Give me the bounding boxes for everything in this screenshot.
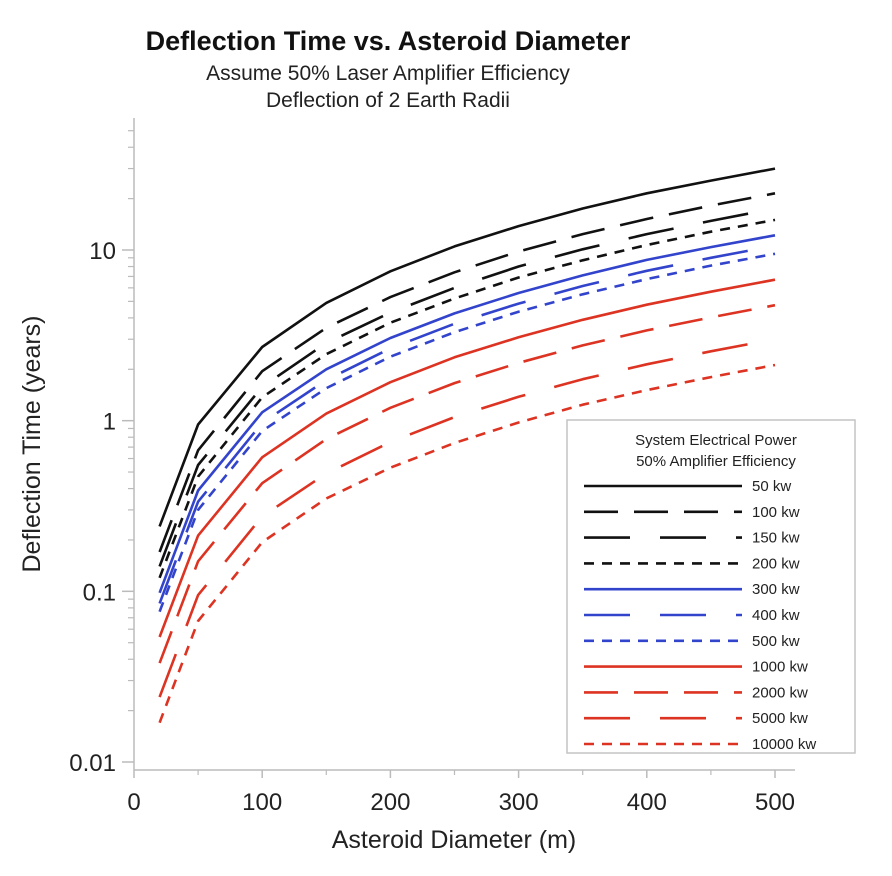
y-minor-ticks [128,130,134,712]
legend-label: 500 kw [752,633,800,650]
legend-label: 300 kw [752,581,800,598]
series-line-0 [158,167,776,527]
legend-title-line-2: 50% Amplifier Efficiency [636,453,796,470]
x-tick-label: 100 [242,789,282,816]
x-tick-label: 200 [370,789,410,816]
series-lines [158,167,776,724]
series-line-4 [158,234,776,594]
legend-label: 200 kw [752,555,800,572]
plot-area: 0.01 0.1 1 10 0 100 200 300 400 500 [69,118,795,816]
series-line-5 [158,244,776,604]
legend-label: 400 kw [752,607,800,624]
legend-label: 150 kw [752,530,800,547]
legend-items: 50 kw 100 kw 150 kw 200 kw 300 kw 400 kw 500 k… [584,478,816,753]
x-tick-label: 0 [127,789,140,816]
x-tick-label: 400 [627,789,667,816]
series-line-7 [158,278,776,638]
series-line-6 [158,252,776,613]
legend-box [566,419,856,754]
legend-label: 2000 kw [752,684,808,701]
legend-label: 50 kw [752,478,791,495]
legend-label: 1000 kw [752,659,808,676]
legend-label: 100 kw [752,504,800,521]
x-axis-label: Asteroid Diameter (m) [332,826,577,854]
chart-title: Deflection Time vs. Asteroid Diameter [146,26,631,56]
y-axis-label: Deflection Time (years) [18,315,46,572]
legend-label: 10000 kw [752,736,816,753]
series-line-1 [158,192,776,553]
y-tick-label: 1 [103,409,116,436]
chart-subtitle-line-2: Deflection of 2 Earth Radii [266,89,510,112]
legend-title-line-1: System Electrical Power [635,432,797,449]
series-line-10 [158,363,776,724]
legend: System Electrical Power 50% Amplifier Ef… [566,419,856,754]
x-tick-label: 300 [499,789,539,816]
x-tick-label: 500 [755,789,795,816]
series-line-8 [158,303,776,664]
chart-subtitle-line-1: Assume 50% Laser Amplifier Efficiency [206,62,570,85]
series-line-2 [158,207,776,567]
y-tick-label: 10 [89,238,116,265]
series-line-9 [158,337,776,698]
x-ticks: 0 100 200 300 400 500 [127,770,795,816]
y-tick-label: 0.1 [83,579,116,606]
y-tick-label: 0.01 [69,750,116,777]
y-major-ticks: 0.01 0.1 1 10 [69,238,134,777]
series-line-3 [158,218,776,579]
legend-label: 5000 kw [752,710,808,727]
